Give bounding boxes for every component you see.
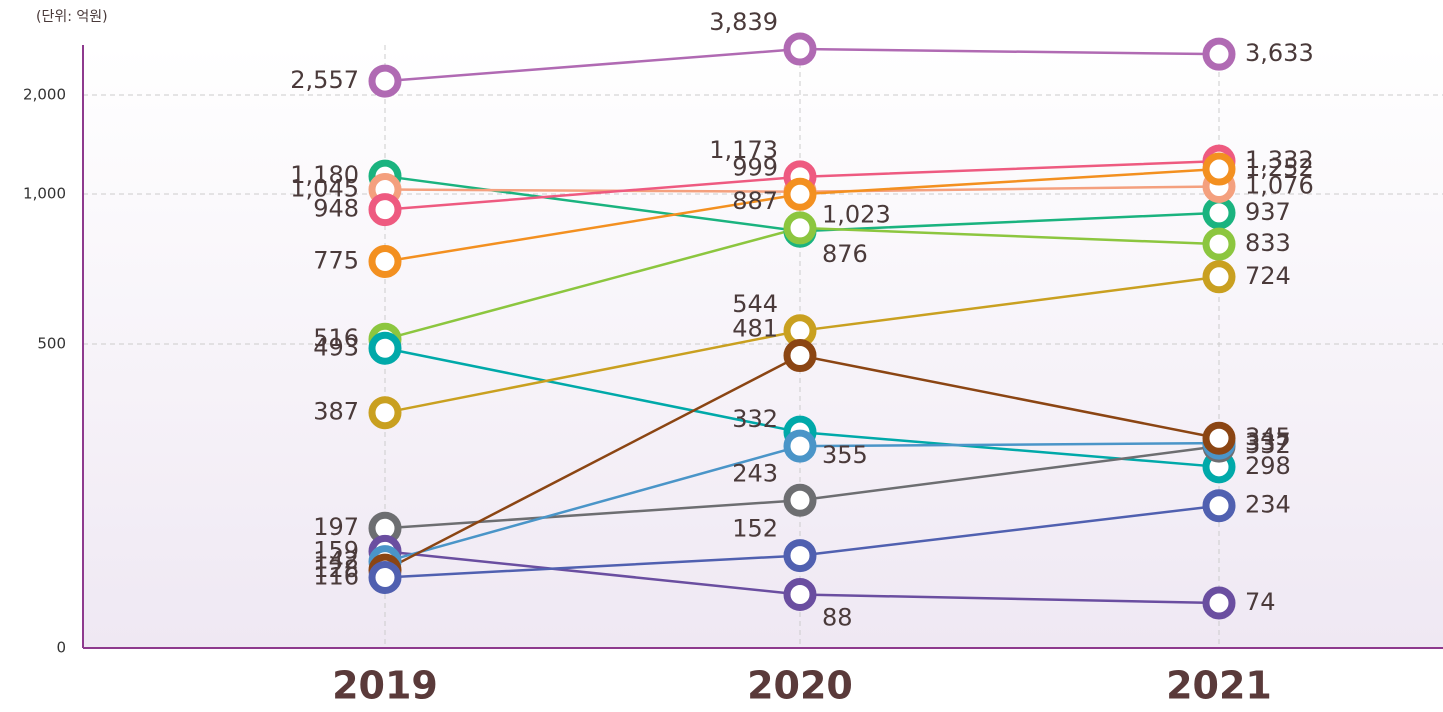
data-label: 1,252 [1245,154,1314,182]
point [1202,152,1236,186]
point [783,483,817,517]
data-label: 332 [732,405,778,433]
data-label: 876 [822,240,868,268]
data-label: 481 [732,315,778,343]
data-label: 1,045 [290,175,359,203]
point [783,339,817,373]
data-label: 1,173 [709,136,778,164]
point [783,32,817,66]
data-label: 116 [313,562,359,590]
data-label: 345 [1245,423,1291,451]
point [783,577,817,611]
data-label: 74 [1245,588,1276,616]
point [1202,489,1236,523]
data-label: 887 [732,187,778,215]
data-label: 197 [313,513,359,541]
point [1202,37,1236,71]
data-label: 337 [1245,428,1291,456]
data-label: 2,557 [290,66,359,94]
point [1202,260,1236,294]
point [368,193,402,227]
data-label: 1,180 [290,161,359,189]
data-label: 234 [1245,491,1291,519]
data-label: 544 [732,290,778,318]
x-tick-label: 2021 [1166,664,1272,708]
data-label: 724 [1245,262,1291,290]
data-label: 493 [313,333,359,361]
x-tick-label: 2020 [747,664,853,708]
data-label: 152 [732,515,778,543]
data-label: 298 [1245,452,1291,480]
data-label: 128 [313,555,359,583]
data-label: 159 [313,536,359,564]
data-label: 355 [822,441,868,469]
x-tick-label: 2019 [332,664,438,708]
y-tick-label: 0 [56,639,66,657]
data-label: 243 [732,459,778,487]
point [368,560,402,594]
data-label: 1,023 [822,201,891,229]
point [1202,196,1236,230]
data-label: 3,633 [1245,39,1314,67]
point [783,177,817,211]
data-label: 1,332 [1245,146,1314,174]
y-tick-label: 1,000 [23,185,66,203]
data-label: 775 [313,247,359,275]
unit-label: (단위: 억원) [36,9,108,25]
data-label: 948 [313,195,359,223]
data-label: 999 [732,153,778,181]
y-tick-label: 2,000 [23,86,66,104]
point [1202,227,1236,261]
point [1202,586,1236,620]
data-label: 142 [313,547,359,575]
point [368,64,402,98]
data-label: 937 [1245,198,1291,226]
data-label: 88 [822,603,853,631]
data-label: 516 [313,324,359,352]
point [368,396,402,430]
point [368,245,402,278]
point [783,539,817,573]
data-label: 332 [1245,431,1291,459]
point [1202,421,1236,455]
point [783,211,817,245]
data-label: 1,076 [1245,171,1314,199]
data-label: 833 [1245,229,1291,257]
y-tick-label: 500 [37,335,66,353]
data-label: 3,839 [709,8,778,36]
point [783,429,817,463]
data-label: 387 [313,398,359,426]
point [368,331,402,365]
